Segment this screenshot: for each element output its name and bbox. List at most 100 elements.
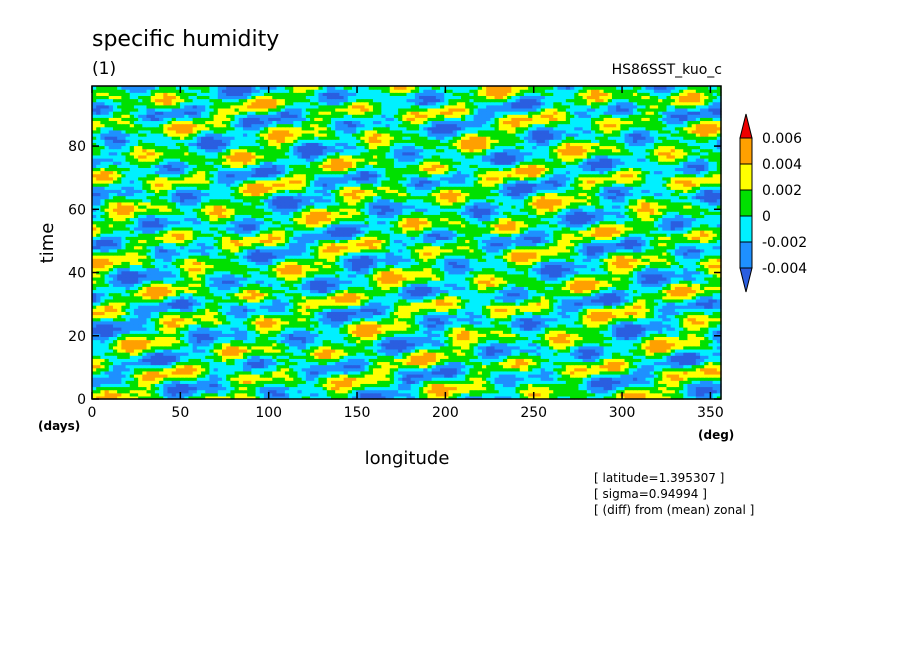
heatmap-cell xyxy=(477,392,483,397)
heatmap-cell xyxy=(658,361,663,366)
heatmap-cell xyxy=(528,389,533,394)
heatmap-cell xyxy=(712,361,718,366)
heatmap-cell xyxy=(381,377,387,381)
heatmap-cell xyxy=(473,367,479,372)
heatmap-cell xyxy=(201,358,206,363)
heatmap-cell xyxy=(498,395,504,400)
heatmap-cell xyxy=(557,392,563,397)
heatmap-cell xyxy=(314,383,320,388)
heatmap-cell xyxy=(465,367,470,372)
heatmap-cell xyxy=(121,383,127,388)
heatmap-cell xyxy=(112,389,118,394)
heatmap-cell xyxy=(318,361,324,366)
heatmap-cell xyxy=(578,380,584,384)
heatmap-cell xyxy=(351,364,357,369)
heatmap-cell xyxy=(582,389,588,394)
heatmap-cell xyxy=(616,373,621,378)
heatmap-cell xyxy=(167,395,173,400)
heatmap-cell xyxy=(129,395,135,400)
heatmap-cell xyxy=(238,377,244,381)
heatmap-cell xyxy=(649,370,655,375)
heatmap-cell xyxy=(343,386,349,391)
heatmap-cell xyxy=(272,395,278,400)
heatmap-cell xyxy=(536,361,542,366)
heatmap-cell xyxy=(339,367,345,372)
heatmap-cell xyxy=(226,373,231,378)
heatmap-cell xyxy=(251,367,257,372)
heatmap-cell xyxy=(481,364,487,369)
heatmap-cell xyxy=(331,367,336,372)
heatmap-cell xyxy=(100,367,106,372)
heatmap-cell xyxy=(716,361,722,366)
heatmap-cell xyxy=(461,383,466,388)
heatmap-cell xyxy=(154,358,160,363)
heatmap-cell xyxy=(461,370,466,375)
heatmap-cell xyxy=(419,380,424,384)
heatmap-cell xyxy=(427,364,433,369)
heatmap-cell xyxy=(486,386,491,391)
heatmap-cell xyxy=(490,367,496,372)
heatmap-cell xyxy=(175,373,181,378)
heatmap-cell xyxy=(591,392,596,397)
heatmap-cell xyxy=(456,395,462,400)
heatmap-cell xyxy=(142,386,148,391)
heatmap-cell xyxy=(511,377,517,381)
heatmap-cell xyxy=(653,386,659,391)
heatmap-cell xyxy=(92,361,97,366)
heatmap-cell xyxy=(683,361,689,366)
heatmap-cell xyxy=(410,389,416,394)
heatmap-cell xyxy=(293,389,299,394)
heatmap-cell xyxy=(536,392,542,397)
heatmap-cell xyxy=(280,373,286,378)
heatmap-cell xyxy=(217,367,223,372)
heatmap-cell xyxy=(100,380,106,384)
heatmap-cell xyxy=(431,370,437,375)
heatmap-cell xyxy=(213,358,219,363)
heatmap-cell xyxy=(268,367,273,372)
heatmap-cell xyxy=(578,367,584,372)
heatmap-cell xyxy=(117,380,122,384)
heatmap-cell xyxy=(196,380,202,384)
heatmap-cell xyxy=(129,358,135,363)
heatmap-cell xyxy=(364,380,370,384)
heatmap-cell xyxy=(586,383,592,388)
heatmap-cell xyxy=(230,380,236,384)
heatmap-cell xyxy=(393,370,399,375)
heatmap-cell xyxy=(544,373,550,378)
heatmap-cell xyxy=(528,364,533,369)
heatmap-cell xyxy=(611,386,617,391)
heatmap-cell xyxy=(138,395,143,400)
heatmap-cell xyxy=(511,373,517,378)
heatmap-cell xyxy=(423,361,429,366)
heatmap-cell xyxy=(305,386,311,391)
heatmap-cell xyxy=(477,370,483,375)
heatmap-cell xyxy=(251,392,257,397)
heatmap-cell xyxy=(528,377,533,381)
heatmap-cell xyxy=(670,383,676,388)
heatmap-cell xyxy=(444,377,450,381)
heatmap-cell xyxy=(180,380,185,384)
heatmap-cell xyxy=(519,367,525,372)
heatmap-cell xyxy=(217,389,223,394)
heatmap-cell xyxy=(716,392,722,397)
heatmap-cell xyxy=(326,373,332,378)
heatmap-cell xyxy=(666,383,672,388)
heatmap-cell xyxy=(96,389,101,394)
heatmap-cell xyxy=(557,377,563,381)
heatmap-cell xyxy=(616,370,621,375)
heatmap-cell xyxy=(347,386,353,391)
heatmap-cell xyxy=(247,373,252,378)
heatmap-cell xyxy=(201,361,206,366)
heatmap-cell xyxy=(393,367,399,372)
heatmap-cell xyxy=(553,395,559,400)
heatmap-cell xyxy=(121,370,127,375)
heatmap-cell xyxy=(129,370,135,375)
heatmap-cell xyxy=(528,370,533,375)
heatmap-cell xyxy=(427,386,433,391)
heatmap-cell xyxy=(607,395,613,400)
heatmap-cell xyxy=(125,377,131,381)
heatmap-cell xyxy=(452,392,458,397)
heatmap-cell xyxy=(603,383,609,388)
heatmap-cell xyxy=(641,380,647,384)
heatmap-cell xyxy=(335,386,340,391)
